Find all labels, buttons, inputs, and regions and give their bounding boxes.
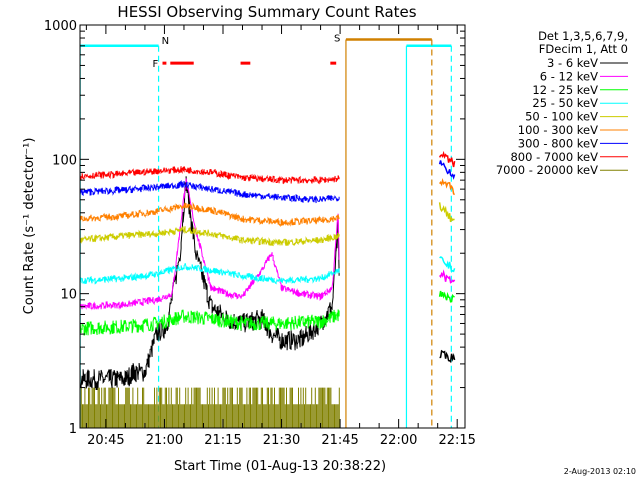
chart-title: HESSI Observing Summary Count Rates: [117, 3, 416, 21]
y-tick-label: 100: [52, 153, 77, 168]
legend-entry-7: 800 - 7000 keV: [510, 150, 598, 164]
x-tick-label: 21:00: [146, 433, 183, 448]
series-8-curve: [80, 387, 340, 428]
plot-area: N S F: [80, 33, 456, 428]
y-tick-label: 1000: [44, 19, 77, 34]
after-gap-segment-0: [438, 150, 456, 168]
legend-entry-0: 3 - 6 keV: [547, 56, 598, 70]
legend-entry-1: 6 - 12 keV: [540, 69, 598, 83]
after-gap-segment-4: [439, 256, 456, 273]
plot-content: [80, 38, 456, 428]
night-flag-label: N: [162, 36, 169, 47]
series-2-curve: [80, 309, 340, 336]
series-4-curve: [80, 226, 340, 247]
axes: 1 10 100 1000 20:45 21:00 21:15 21:30 21:45 22:00…: [44, 19, 476, 448]
x-tick-label: 20:45: [87, 433, 124, 448]
date-stamp: 2-Aug-2013 02:10: [564, 467, 636, 476]
series-1-curve: [80, 178, 340, 311]
y-tick-label: 10: [60, 288, 77, 303]
legend-entry-4: 50 - 100 keV: [525, 110, 598, 124]
after-gap-segment-7: [439, 349, 456, 364]
saa-flag-label: S: [334, 33, 340, 44]
legend-entry-6: 300 - 800 keV: [518, 136, 598, 150]
after-gap-segment-1: [438, 160, 456, 180]
legend-entry-2: 12 - 25 keV: [532, 83, 598, 97]
x-axis-label: Start Time (01-Aug-13 20:38:22): [174, 459, 386, 474]
legend-header-line-1: Det 1,3,5,6,7,9,: [538, 29, 628, 43]
series-3-curve: [80, 262, 340, 285]
x-tick-label: 21:45: [321, 433, 358, 448]
x-tick-label: 22:15: [438, 433, 475, 448]
legend-header-line-2: FDecim 1, Att 0: [539, 42, 628, 56]
series-7-curve: [80, 166, 340, 185]
legend-entry-3: 25 - 50 keV: [532, 96, 598, 110]
axis-frame: [79, 24, 466, 429]
y-tick-label: 1: [69, 422, 77, 437]
after-gap-segment-5: [439, 269, 456, 284]
series-0-curve: [80, 176, 340, 390]
flare-flag-label: F: [152, 59, 158, 70]
y-axis-label: Count Rate (s⁻¹ detector⁻¹): [22, 138, 37, 315]
legend-entry-5: 100 - 300 keV: [518, 123, 598, 137]
after-gap-segment-2: [439, 178, 456, 196]
x-tick-label: 22:00: [380, 433, 417, 448]
legend: 3 - 6 keV 6 - 12 keV 12 - 25 keV 25 - 50…: [496, 56, 628, 177]
x-tick-label: 21:15: [204, 433, 241, 448]
after-gap-segment-6: [438, 290, 455, 303]
x-tick-label: 21:30: [263, 433, 300, 448]
after-gap-segment-3: [438, 202, 455, 223]
series-6-curve: [80, 180, 340, 204]
legend-entry-8: 7000 - 20000 keV: [496, 163, 598, 177]
series-5-curve: [80, 201, 340, 228]
